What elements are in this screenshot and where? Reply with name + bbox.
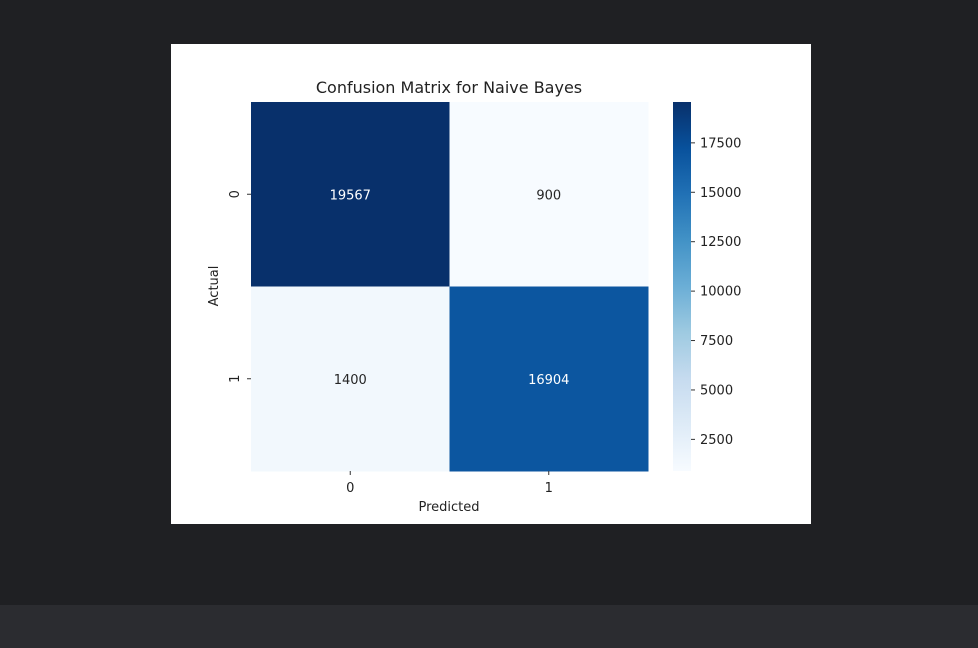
y-axis-label: Actual	[207, 266, 222, 307]
confusion-matrix-chart: Confusion Matrix for Naive Bayes Predict…	[207, 78, 741, 515]
colorbar-tick-label: 17500	[700, 136, 741, 151]
x-tick-label: 1	[545, 481, 553, 496]
chart-figure: Confusion Matrix for Naive Bayes Predict…	[171, 44, 811, 524]
colorbar-tick-label: 15000	[700, 186, 741, 201]
colorbar	[673, 102, 691, 471]
heatmap-cell	[251, 102, 450, 287]
bottom-bar	[0, 605, 978, 648]
colorbar-tick-label: 5000	[700, 383, 733, 398]
y-tick-label: 1	[228, 375, 243, 383]
y-tick-label: 0	[228, 190, 243, 198]
x-axis-label: Predicted	[418, 500, 479, 515]
cell-value-label: 1400	[334, 373, 367, 388]
heatmap-cell	[449, 102, 649, 287]
chart-title: Confusion Matrix for Naive Bayes	[316, 78, 582, 97]
x-tick-label: 0	[346, 481, 354, 496]
colorbar-tick-label: 2500	[700, 433, 733, 448]
colorbar-tick-label: 7500	[700, 334, 733, 349]
colorbar-tick-label: 12500	[700, 235, 741, 250]
heatmap-cell	[449, 286, 649, 472]
cell-value-label: 16904	[528, 373, 569, 388]
colorbar-tick-label: 10000	[700, 285, 741, 300]
cell-value-label: 19567	[330, 188, 371, 203]
cell-value-label: 900	[536, 188, 561, 203]
heatmap-cell	[251, 286, 450, 472]
